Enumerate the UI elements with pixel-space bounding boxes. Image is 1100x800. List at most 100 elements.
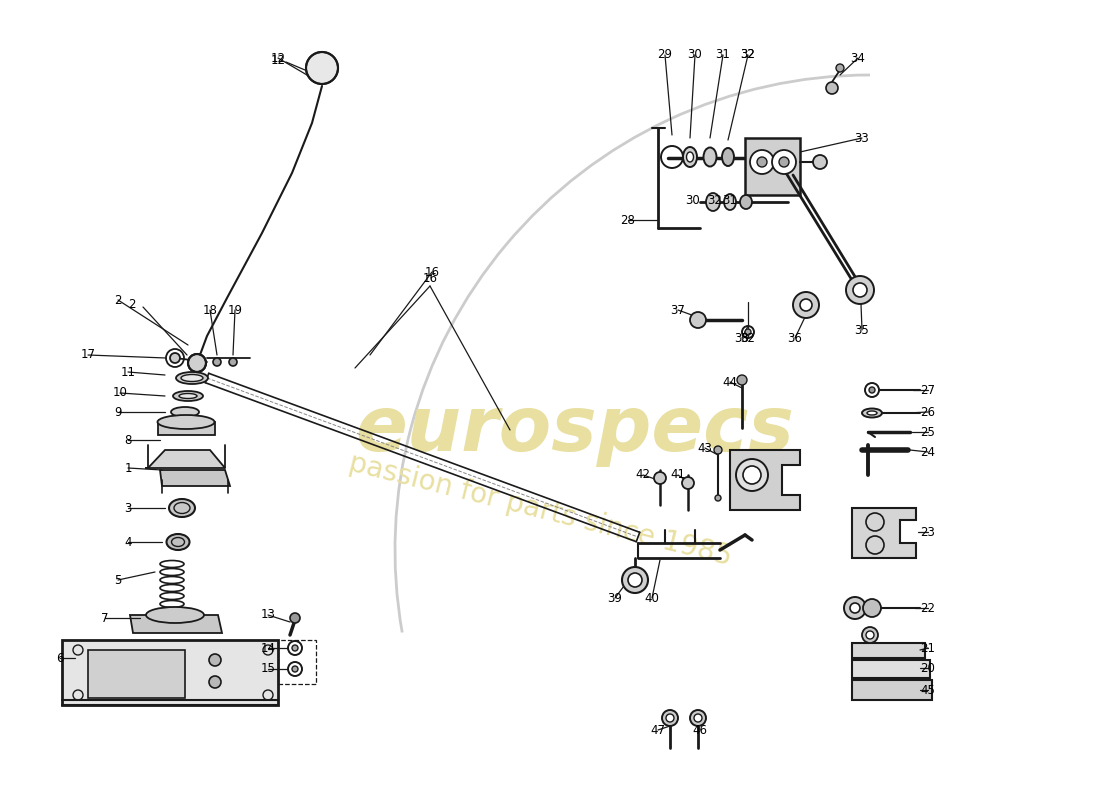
Text: 15: 15 (261, 662, 275, 675)
Circle shape (714, 446, 722, 454)
Text: 22: 22 (921, 602, 935, 614)
Circle shape (866, 631, 874, 639)
Circle shape (869, 387, 874, 393)
Text: 31: 31 (716, 49, 730, 62)
Text: 41: 41 (671, 469, 685, 482)
Polygon shape (88, 650, 185, 698)
Ellipse shape (166, 534, 189, 550)
Text: 47: 47 (650, 723, 666, 737)
Polygon shape (730, 450, 800, 510)
Polygon shape (852, 508, 916, 558)
Ellipse shape (169, 499, 195, 517)
Text: 21: 21 (921, 642, 935, 654)
Text: 44: 44 (723, 375, 737, 389)
Ellipse shape (157, 415, 214, 429)
Text: 1: 1 (124, 462, 132, 474)
Circle shape (745, 329, 751, 335)
Text: 13: 13 (261, 609, 275, 622)
Circle shape (813, 155, 827, 169)
Circle shape (862, 627, 878, 643)
Text: 17: 17 (80, 349, 96, 362)
Text: 32: 32 (740, 49, 756, 62)
Circle shape (290, 613, 300, 623)
Text: 10: 10 (112, 386, 128, 399)
Circle shape (654, 472, 666, 484)
Text: 34: 34 (850, 51, 866, 65)
Text: 26: 26 (921, 406, 935, 418)
Circle shape (800, 299, 812, 311)
Circle shape (779, 157, 789, 167)
Polygon shape (852, 680, 932, 700)
Text: 46: 46 (693, 723, 707, 737)
Polygon shape (852, 643, 925, 658)
Polygon shape (158, 422, 214, 435)
Text: 28: 28 (620, 214, 636, 226)
Circle shape (229, 358, 236, 366)
Text: 30: 30 (685, 194, 701, 206)
Text: 42: 42 (636, 469, 650, 482)
Text: 33: 33 (855, 131, 869, 145)
Text: 40: 40 (645, 591, 659, 605)
Text: 32: 32 (740, 49, 756, 62)
Text: 29: 29 (658, 49, 672, 62)
Text: eurospecs: eurospecs (355, 393, 794, 467)
Text: 39: 39 (607, 591, 623, 605)
Circle shape (715, 495, 720, 501)
Text: 4: 4 (124, 535, 132, 549)
Text: 23: 23 (921, 526, 935, 538)
Ellipse shape (683, 147, 697, 167)
Ellipse shape (724, 194, 736, 210)
Circle shape (742, 466, 761, 484)
Text: 6: 6 (56, 651, 64, 665)
Circle shape (292, 645, 298, 651)
Polygon shape (160, 470, 230, 486)
Circle shape (736, 459, 768, 491)
Ellipse shape (867, 411, 877, 415)
Circle shape (209, 654, 221, 666)
Text: 8: 8 (124, 434, 132, 446)
Circle shape (662, 710, 678, 726)
Text: 37: 37 (671, 303, 685, 317)
Circle shape (864, 599, 881, 617)
Circle shape (209, 676, 221, 688)
Text: 18: 18 (202, 303, 218, 317)
Text: 45: 45 (921, 683, 935, 697)
Circle shape (852, 283, 867, 297)
Ellipse shape (706, 193, 721, 211)
Text: 27: 27 (921, 383, 935, 397)
Text: 43: 43 (697, 442, 713, 454)
Text: 9: 9 (114, 406, 122, 418)
Ellipse shape (182, 374, 204, 382)
Text: 25: 25 (921, 426, 935, 438)
Circle shape (690, 710, 706, 726)
Text: 14: 14 (261, 642, 275, 654)
Text: 2: 2 (114, 294, 122, 306)
Ellipse shape (862, 409, 882, 418)
Text: 11: 11 (121, 366, 135, 378)
Text: 19: 19 (228, 303, 242, 317)
Circle shape (690, 312, 706, 328)
Text: 16: 16 (422, 271, 438, 285)
Circle shape (682, 477, 694, 489)
Polygon shape (130, 615, 222, 633)
Circle shape (750, 150, 774, 174)
Text: 12: 12 (271, 51, 286, 65)
Circle shape (793, 292, 820, 318)
Circle shape (826, 82, 838, 94)
Polygon shape (62, 640, 278, 705)
Circle shape (694, 714, 702, 722)
Text: 24: 24 (921, 446, 935, 458)
Bar (278, 640, 316, 684)
Circle shape (292, 666, 298, 672)
Circle shape (846, 276, 874, 304)
Ellipse shape (170, 407, 199, 417)
Circle shape (170, 353, 180, 363)
Circle shape (772, 150, 796, 174)
Text: 16: 16 (425, 266, 440, 278)
Text: 35: 35 (855, 323, 869, 337)
Ellipse shape (179, 394, 197, 398)
Text: 36: 36 (788, 331, 802, 345)
Ellipse shape (146, 607, 204, 623)
Ellipse shape (686, 152, 693, 162)
Text: 3: 3 (124, 502, 132, 514)
